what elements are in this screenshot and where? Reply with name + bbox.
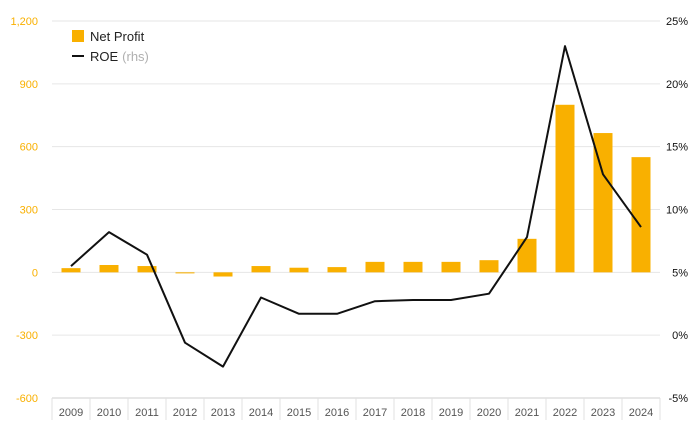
x-axis-tick-label: 2013 — [211, 407, 235, 419]
net-profit-bar — [631, 157, 651, 273]
x-axis-tick-label: 2014 — [249, 407, 273, 419]
net-profit-bar — [479, 260, 499, 273]
left-axis-tick-label: 300 — [20, 205, 38, 217]
left-axis-tick-label: -300 — [16, 330, 38, 342]
legend-line-swatch — [72, 55, 84, 57]
legend-item-net-profit: Net Profit — [72, 26, 149, 46]
legend-net-profit-label: Net Profit — [90, 28, 145, 44]
left-axis-tick-label: 600 — [20, 142, 38, 154]
right-axis-tick-label: 10% — [666, 205, 688, 217]
net-profit-bar — [213, 272, 233, 277]
net-profit-bar — [61, 268, 81, 273]
x-axis-tick-label: 2022 — [553, 407, 577, 419]
x-axis-tick-label: 2016 — [325, 407, 349, 419]
net-profit-bar — [175, 272, 195, 274]
right-axis-tick-label: 0% — [672, 330, 688, 342]
x-axis-tick-label: 2019 — [439, 407, 463, 419]
right-axis-tick-label: -5% — [668, 393, 688, 405]
net-profit-bar — [593, 133, 613, 273]
net-profit-bar — [289, 267, 309, 273]
left-axis-tick-label: 0 — [32, 267, 38, 279]
x-axis-tick-label: 2018 — [401, 407, 425, 419]
right-axis-tick-label: 15% — [666, 142, 688, 154]
left-axis-tick-label: -600 — [16, 393, 38, 405]
net-profit-bar — [327, 267, 347, 273]
x-axis-tick-label: 2020 — [477, 407, 501, 419]
left-axis-tick-label: 1,200 — [10, 16, 38, 28]
right-axis-tick-label: 20% — [666, 79, 688, 91]
net-profit-bar — [441, 261, 461, 273]
x-axis-tick-label: 2021 — [515, 407, 539, 419]
right-axis-tick-label: 25% — [666, 16, 688, 28]
net-profit-bar — [517, 238, 537, 273]
roe-line — [70, 45, 642, 368]
legend-roe-label: ROE — [90, 48, 119, 64]
net-profit-bar — [137, 266, 157, 273]
legend-item-roe: ROE (rhs) — [72, 46, 149, 66]
x-axis-tick-label: 2024 — [629, 407, 653, 419]
x-axis-tick-label: 2012 — [173, 407, 197, 419]
legend-bar-swatch — [72, 30, 84, 42]
x-axis-tick-label: 2009 — [59, 407, 83, 419]
net-profit-bar — [251, 266, 271, 273]
net-profit-bar — [365, 261, 385, 273]
x-axis-tick-label: 2017 — [363, 407, 387, 419]
net-profit-bar — [99, 265, 119, 273]
x-axis-tick-label: 2011 — [135, 407, 159, 419]
legend-rhs-tag: (rhs) — [122, 48, 149, 64]
x-axis-tick-label: 2023 — [591, 407, 615, 419]
left-axis-tick-label: 900 — [20, 79, 38, 91]
net-profit-bar — [555, 104, 575, 273]
x-axis-tick-label: 2015 — [287, 407, 311, 419]
legend: Net Profit ROE (rhs) — [72, 26, 149, 66]
right-axis-tick-label: 5% — [672, 267, 688, 279]
net-profit-bar — [403, 261, 423, 273]
x-axis-tick-label: 2010 — [97, 407, 121, 419]
